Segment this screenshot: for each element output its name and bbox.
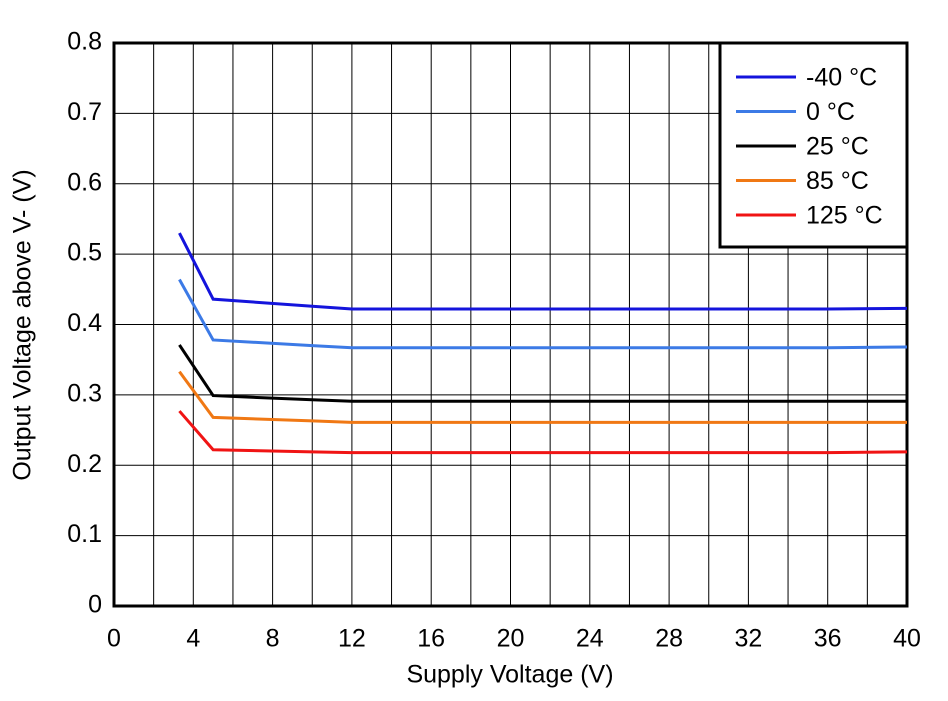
legend-label: 85 °C bbox=[806, 167, 869, 195]
x-tick-label: 32 bbox=[734, 625, 762, 653]
x-tick-label: 4 bbox=[186, 625, 200, 653]
line bbox=[178, 410, 908, 455]
x-tick-label: 36 bbox=[814, 625, 842, 653]
x-tick-label: 8 bbox=[266, 625, 280, 653]
x-tick-label: 20 bbox=[497, 625, 525, 653]
x-tick-label: 0 bbox=[107, 625, 121, 653]
y-tick-label: 0.5 bbox=[67, 239, 102, 267]
x-tick-label: 16 bbox=[417, 625, 445, 653]
line bbox=[178, 370, 907, 424]
line bbox=[178, 344, 907, 403]
plot-frame bbox=[112, 41, 909, 608]
x-axis-label: Supply Voltage (V) bbox=[406, 661, 613, 689]
legend-label: 25 °C bbox=[806, 133, 869, 161]
line bbox=[178, 232, 908, 311]
line bbox=[178, 278, 908, 350]
y-axis-label: Output Voltage above V- (V) bbox=[9, 169, 37, 480]
y-tick-label: 0.4 bbox=[67, 309, 102, 337]
y-tick-label: 0.7 bbox=[67, 98, 102, 126]
y-tick-label: 0.6 bbox=[67, 168, 102, 196]
x-tick-label: 12 bbox=[338, 625, 366, 653]
x-tick-label: 24 bbox=[576, 625, 604, 653]
legend-label: 125 °C bbox=[806, 202, 883, 230]
y-tick-label: 0.3 bbox=[67, 379, 102, 407]
y-tick-label: 0.1 bbox=[67, 520, 102, 548]
y-tick-label: 0 bbox=[88, 591, 102, 619]
legend-label: -40 °C bbox=[806, 64, 877, 92]
y-tick-label: 0.2 bbox=[67, 450, 102, 478]
legend-label: 0 °C bbox=[806, 98, 855, 126]
x-tick-label: 28 bbox=[655, 625, 683, 653]
x-tick-label: 40 bbox=[893, 625, 921, 653]
y-tick-label: 0.8 bbox=[67, 28, 102, 56]
